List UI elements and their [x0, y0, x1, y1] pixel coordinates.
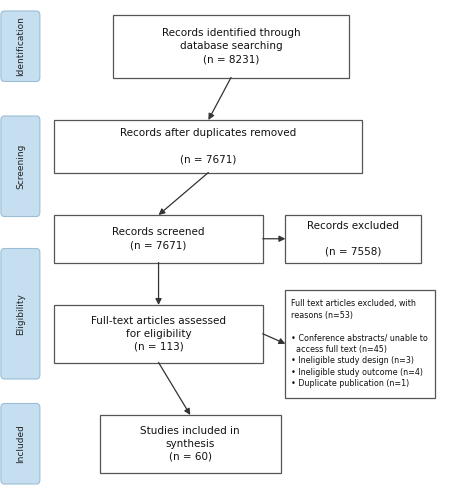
Text: Studies included in
synthesis
(n = 60): Studies included in synthesis (n = 60): [140, 426, 240, 462]
Text: Records identified through
database searching
(n = 8231): Records identified through database sear…: [162, 28, 300, 64]
FancyBboxPatch shape: [100, 415, 281, 472]
Text: Identification: Identification: [16, 16, 25, 76]
Text: Full text articles excluded, with
reasons (n=53)

• Conference abstracts/ unable: Full text articles excluded, with reason…: [291, 299, 428, 388]
FancyBboxPatch shape: [285, 215, 421, 262]
FancyBboxPatch shape: [54, 120, 362, 172]
FancyBboxPatch shape: [1, 116, 40, 216]
Text: Records screened
(n = 7671): Records screened (n = 7671): [112, 228, 205, 250]
Text: Screening: Screening: [16, 144, 25, 189]
Text: Included: Included: [16, 424, 25, 463]
FancyBboxPatch shape: [113, 15, 349, 78]
FancyBboxPatch shape: [54, 215, 263, 262]
FancyBboxPatch shape: [54, 305, 263, 362]
Text: Records after duplicates removed

(n = 7671): Records after duplicates removed (n = 76…: [120, 128, 297, 164]
FancyBboxPatch shape: [1, 404, 40, 484]
FancyBboxPatch shape: [285, 290, 435, 398]
FancyBboxPatch shape: [1, 248, 40, 379]
Text: Records excluded

(n = 7558): Records excluded (n = 7558): [307, 221, 400, 256]
FancyBboxPatch shape: [1, 11, 40, 82]
Text: Eligibility: Eligibility: [16, 293, 25, 335]
Text: Full-text articles assessed
for eligibility
(n = 113): Full-text articles assessed for eligibil…: [91, 316, 226, 352]
